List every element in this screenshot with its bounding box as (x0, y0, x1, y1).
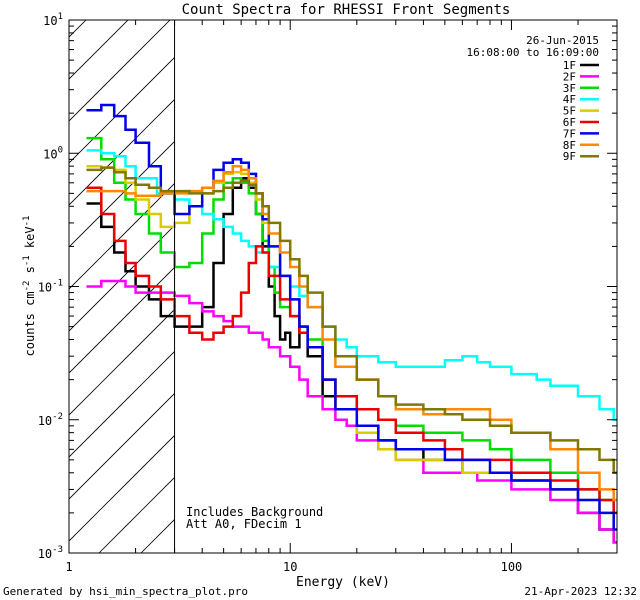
y-tick-exponent: -2 (52, 412, 63, 422)
y-tick-base: 10 (38, 281, 52, 295)
hatched-region (0, 0, 640, 553)
hatch-line (267, 0, 640, 553)
y-tick-label: 101 (43, 12, 63, 28)
footer-timestamp: 21-Apr-2023 12:32 (524, 585, 637, 598)
hatch-line (69, 308, 175, 416)
hatch-line (98, 476, 175, 553)
hatch-line (69, 350, 175, 458)
x-axis-label: Energy (keV) (296, 575, 390, 590)
x-tick-label: 10 (283, 560, 297, 574)
y-tick-base: 10 (38, 414, 52, 428)
hatch-line (69, 266, 175, 374)
y-tick-base: 10 (43, 147, 57, 161)
legend-label-3F: 3F (563, 82, 576, 95)
legend-label-5F: 5F (563, 105, 576, 118)
chart-title: Count Spectra for RHESSI Front Segments (182, 2, 511, 18)
hatch-lines (0, 0, 640, 553)
x-tick-labels: 1 10 100 (65, 560, 522, 574)
x-tick-label: 100 (501, 560, 523, 574)
legend-label-6F: 6F (563, 116, 576, 129)
date-label: 26-Jun-2015 (526, 34, 599, 47)
legend-label-8F: 8F (563, 139, 576, 152)
y-tick-label: 10-3 (38, 545, 63, 561)
hatch-line (69, 182, 175, 290)
hatch-line (69, 20, 171, 122)
legend-label-1F: 1F (563, 59, 576, 72)
hatch-line (69, 20, 129, 80)
series-line-3F (86, 136, 617, 515)
legend-label-7F: 7F (563, 127, 576, 140)
y-tick-exponent: 0 (58, 145, 63, 155)
y-axis-label: counts cm-2 s-1 keV-1 (22, 216, 37, 357)
series-lines (86, 103, 617, 544)
y-tick-base: 10 (38, 547, 52, 561)
hatch-line (69, 392, 175, 500)
y-tick-label: 100 (43, 145, 63, 161)
hatch-line (69, 434, 175, 542)
series-line-9F (86, 166, 617, 475)
y-tick-exponent: 1 (58, 12, 63, 22)
legend-label-9F: 9F (563, 150, 576, 163)
hatch-line (69, 224, 175, 332)
time-range-label: 16:08:00 to 16:09:00 (467, 46, 599, 59)
series-line-6F (86, 186, 617, 515)
footer-generated-by: Generated by hsi_min_spectra_plot.pro (3, 585, 248, 598)
series-line-8F (86, 164, 617, 502)
axis-ticks (68, 19, 618, 554)
legend-label-4F: 4F (563, 93, 576, 106)
y-tick-base: 10 (43, 14, 57, 28)
hatch-line (0, 0, 111, 553)
annotation-attenuator: Att A0, FDecim 1 (186, 517, 302, 531)
legend-label-2F: 2F (563, 70, 576, 83)
annotation-background: Includes Background (186, 505, 323, 519)
x-tick-label: 1 (65, 560, 72, 574)
y-tick-label: 10-2 (38, 412, 63, 428)
y-tick-label: 10-1 (38, 279, 63, 295)
y-tick-exponent: -3 (52, 545, 63, 555)
series-line-7F (86, 103, 617, 531)
y-tick-exponent: -1 (52, 279, 63, 289)
series-line-2F (86, 279, 617, 544)
